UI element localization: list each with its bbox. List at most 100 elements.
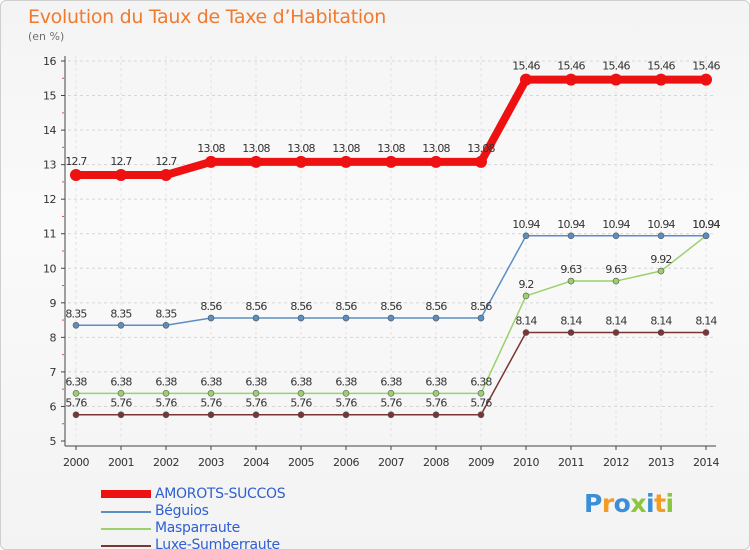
- data-label: 6.38: [470, 375, 492, 388]
- data-point: [565, 73, 577, 86]
- y-tick-label: 12: [43, 193, 56, 206]
- data-label: 5.76: [380, 397, 402, 410]
- y-tick-label: 5: [50, 435, 57, 448]
- data-point: [162, 321, 170, 329]
- data-point: [520, 73, 532, 86]
- x-tick-label: 2003: [198, 456, 224, 469]
- data-label: 9.63: [605, 263, 627, 276]
- data-label: 6.38: [245, 375, 267, 388]
- x-tick-label: 2002: [153, 456, 179, 469]
- x-tick-label: 2008: [423, 456, 449, 469]
- data-point: [70, 169, 82, 181]
- data-label: 13.08: [332, 142, 360, 155]
- data-label: 8.56: [470, 300, 492, 313]
- x-tick-label: 2013: [648, 456, 674, 469]
- data-point: [342, 390, 350, 397]
- data-point: [567, 277, 575, 285]
- data-label: 5.76: [65, 397, 87, 410]
- data-point: [207, 390, 215, 397]
- data-point: [522, 232, 530, 240]
- data-point: [387, 390, 395, 397]
- data-point: [117, 321, 125, 329]
- data-point: [387, 314, 395, 322]
- data-point: [117, 411, 125, 419]
- data-point: [250, 155, 262, 168]
- data-point: [432, 411, 440, 419]
- data-point: [342, 314, 350, 322]
- data-label: 8.56: [425, 300, 447, 313]
- data-point: [205, 155, 217, 168]
- data-label: 8.56: [335, 300, 357, 313]
- data-label: 13.08: [287, 142, 315, 155]
- data-label: 6.38: [335, 375, 357, 388]
- data-point: [72, 390, 80, 397]
- data-point: [432, 390, 440, 397]
- legend-label: Masparraute: [155, 520, 240, 536]
- legend-swatch-luxe-sumberraute: [101, 545, 151, 547]
- data-label: 13.08: [242, 142, 270, 155]
- data-label: 13.08: [422, 142, 450, 155]
- data-label: 5.76: [290, 397, 312, 410]
- data-label: 12.7: [110, 155, 132, 168]
- y-tick-label: 14: [43, 124, 56, 137]
- data-point: [700, 73, 712, 86]
- data-point: [207, 314, 215, 322]
- data-label: 5.76: [245, 397, 267, 410]
- legend-label: Béguios: [155, 503, 209, 519]
- y-tick-label: 9: [50, 297, 57, 310]
- y-tick-label: 16: [43, 55, 56, 68]
- data-point: [72, 321, 80, 329]
- data-point: [522, 292, 530, 300]
- proxiti-logo[interactable]: Proxiti: [584, 489, 674, 518]
- legend-label: Luxe-Sumberraute: [155, 537, 280, 550]
- data-label: 8.56: [290, 300, 312, 313]
- chart-title: Evolution du Taux de Taxe d’Habitation: [28, 6, 386, 28]
- y-tick-label: 13: [43, 159, 56, 172]
- data-point: [477, 390, 485, 397]
- x-tick-label: 2001: [108, 456, 134, 469]
- data-point: [702, 232, 710, 240]
- data-label: 10.94: [647, 218, 675, 231]
- x-tick-label: 2006: [333, 456, 359, 469]
- data-label: 5.76: [155, 397, 177, 410]
- legend-swatch-beguios: [101, 511, 151, 513]
- x-tick-label: 2014: [693, 456, 719, 469]
- data-label: 8.14: [695, 315, 717, 328]
- data-point: [295, 155, 307, 168]
- y-tick-label: 10: [43, 262, 56, 275]
- legend-swatch-masparraute: [101, 528, 151, 530]
- data-point: [115, 169, 127, 181]
- y-tick-label: 8: [50, 331, 57, 344]
- data-label: 8.14: [515, 315, 537, 328]
- data-point: [657, 267, 665, 275]
- data-label: 10.94: [602, 218, 630, 231]
- data-point: [475, 155, 487, 168]
- x-tick-label: 2009: [468, 456, 494, 469]
- y-tick-label: 6: [50, 400, 57, 413]
- data-label: 10.94: [692, 218, 720, 231]
- legend-label: AMOROTS-SUCCOS: [155, 486, 286, 502]
- data-label: 6.38: [200, 375, 222, 388]
- data-label: 9.92: [650, 253, 671, 266]
- y-tick-label: 7: [50, 366, 57, 379]
- data-label: 8.56: [245, 300, 267, 313]
- data-label: 5.76: [425, 397, 447, 410]
- data-point: [162, 390, 170, 397]
- data-label: 13.08: [467, 142, 495, 155]
- data-label: 6.38: [155, 375, 177, 388]
- data-label: 10.94: [557, 218, 585, 231]
- data-label: 5.76: [110, 397, 132, 410]
- data-point: [477, 314, 485, 322]
- data-label: 9.2: [518, 278, 533, 291]
- data-label: 15.46: [512, 60, 540, 73]
- data-label: 6.38: [290, 375, 312, 388]
- data-point: [567, 329, 575, 336]
- y-tick-label: 11: [43, 228, 56, 241]
- data-label: 6.38: [65, 375, 87, 388]
- data-point: [72, 411, 80, 419]
- data-point: [477, 411, 485, 419]
- data-label: 5.76: [335, 397, 357, 410]
- data-point: [297, 411, 305, 419]
- data-point: [610, 73, 622, 86]
